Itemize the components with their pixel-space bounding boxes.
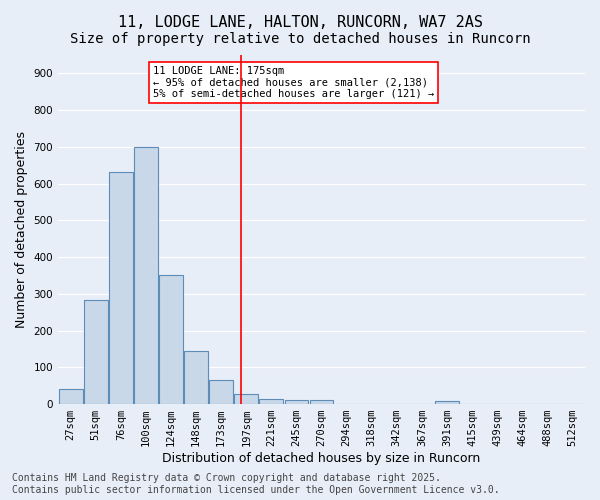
Bar xyxy=(209,380,233,404)
Bar xyxy=(134,147,158,404)
Bar xyxy=(184,351,208,404)
Bar xyxy=(109,172,133,404)
Y-axis label: Number of detached properties: Number of detached properties xyxy=(15,131,28,328)
Text: Contains HM Land Registry data © Crown copyright and database right 2025.
Contai: Contains HM Land Registry data © Crown c… xyxy=(12,474,500,495)
Text: Size of property relative to detached houses in Runcorn: Size of property relative to detached ho… xyxy=(70,32,530,46)
Text: 11 LODGE LANE: 175sqm
← 95% of detached houses are smaller (2,138)
5% of semi-de: 11 LODGE LANE: 175sqm ← 95% of detached … xyxy=(153,66,434,99)
Bar xyxy=(259,398,283,404)
Bar xyxy=(59,388,83,404)
Text: 11, LODGE LANE, HALTON, RUNCORN, WA7 2AS: 11, LODGE LANE, HALTON, RUNCORN, WA7 2AS xyxy=(118,15,482,30)
Bar xyxy=(310,400,334,404)
Bar xyxy=(284,400,308,404)
Bar xyxy=(159,276,183,404)
Bar xyxy=(84,300,107,404)
Bar xyxy=(235,394,258,404)
Bar xyxy=(435,401,459,404)
X-axis label: Distribution of detached houses by size in Runcorn: Distribution of detached houses by size … xyxy=(163,452,481,465)
